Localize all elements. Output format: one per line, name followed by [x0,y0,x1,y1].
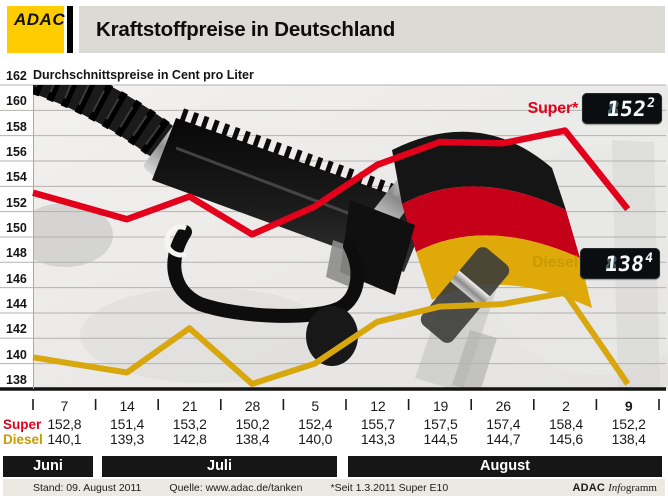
y-axis-label: 150 [6,220,27,235]
diesel-value: 138,4 [235,431,270,447]
super-value: 152,2 [611,416,646,432]
data-series [32,127,631,387]
date-row: 7 14 21 28 5 12 19 26 2 9 [33,398,660,414]
super-value: 151,4 [110,416,145,432]
date-label: 9 [624,398,633,414]
super-row-label: Super [3,417,42,432]
y-axis-label: 140 [6,347,27,362]
footer-bar: Stand: 09. August 2011 Quelle: www.adac.… [3,479,665,496]
super-value: 155,7 [360,416,395,432]
diesel-value: 139,3 [110,431,145,447]
credit-adac: ADAC [572,481,606,494]
diesel-value: 143,3 [360,431,395,447]
y-axis-label: 160 [6,94,27,109]
date-label: 2 [562,398,570,414]
spout-base [306,306,358,366]
diesel-display-decimal: 4 [644,251,654,266]
footnote: *Seit 1.3.2011 Super E10 [330,481,449,494]
logo-divider [67,6,73,53]
diesel-row-label: Diesel [3,432,43,447]
diesel-value: 142,8 [172,431,207,447]
diesel-values-row: 140,1 139,3 142,8 138,4 140,0 143,3 144,5 144,7… [33,431,660,447]
y-axis-label: 146 [6,271,27,286]
super-price-line [32,127,631,238]
diesel-price-display: 8 138 4 [580,248,660,279]
diesel-value: 144,5 [423,431,458,447]
title-band: Kraftstoffpreise in Deutschland [79,6,665,53]
super-value: 153,2 [172,416,207,432]
diesel-series-label: Diesel [532,254,578,271]
month-bar-juli: Juli [102,456,337,477]
super-value: 150,2 [235,416,270,432]
credit-gramm: gramm [625,481,657,494]
date-label: 12 [370,398,386,414]
nozzle-cover-black [392,131,566,210]
diesel-value: 145,6 [548,431,583,447]
diesel-value: 138,4 [611,431,646,447]
diesel-display-digits: 138 [603,251,646,276]
date-label: 7 [60,398,69,414]
super-display-digits: 152 [605,96,648,121]
super-series-label: Super* [527,100,579,117]
chart-subtitle: Durchschnittspreise in Cent pro Liter [33,68,254,82]
y-axis-label: 138 [6,372,27,387]
super-value: 152,4 [298,416,333,432]
x-axis-ticks [32,399,660,410]
super-value: 158,4 [548,416,583,432]
source-note: Quelle: www.adac.de/tanken [169,481,303,494]
super-value: 157,4 [486,416,521,432]
y-axis-label: 148 [6,246,27,261]
page-title: Kraftstoffpreise in Deutschland [96,18,396,41]
y-axis-label: 156 [6,144,27,159]
credit: ADAC Infogramm [572,482,665,494]
date-label: 5 [311,398,319,414]
y-axis-label: 154 [6,170,27,185]
date-label: 21 [182,398,198,414]
super-value: 157,5 [423,416,458,432]
super-display-decimal: 2 [646,96,656,111]
y-axis-label: 144 [6,296,27,311]
super-price-display: 8 152 2 [582,93,662,124]
adac-logo: ADAC [7,6,66,53]
date-label: 28 [244,398,261,414]
diesel-value: 140,1 [47,431,82,447]
adac-logo-text: ADAC [14,10,66,29]
y-axis-label: 152 [6,195,27,210]
status-date: Stand: 09. August 2011 [33,481,142,494]
y-axis-label: 162 [6,69,27,83]
fuel-nozzle-illustration [33,85,592,366]
super-value: 152,8 [47,416,82,432]
trigger-guard [167,225,365,323]
y-axis-label: 142 [6,322,27,337]
month-bar-august: August [348,456,662,477]
super-values-row: 152,8 151,4 153,2 150,2 152,4 155,7 157,5 157,4… [33,416,660,432]
y-axis-label: 158 [6,119,27,134]
date-label: 19 [432,398,449,414]
diesel-value: 144,7 [486,431,521,447]
month-bar-juni: Juni [3,456,93,477]
diesel-price-line [32,289,631,387]
diesel-value: 140,0 [298,431,333,447]
nozzle-cover-red [402,186,580,258]
date-label: 26 [495,398,511,414]
credit-info: Info [608,481,626,494]
guard-highlight-c [164,224,187,258]
date-label: 14 [119,398,135,414]
